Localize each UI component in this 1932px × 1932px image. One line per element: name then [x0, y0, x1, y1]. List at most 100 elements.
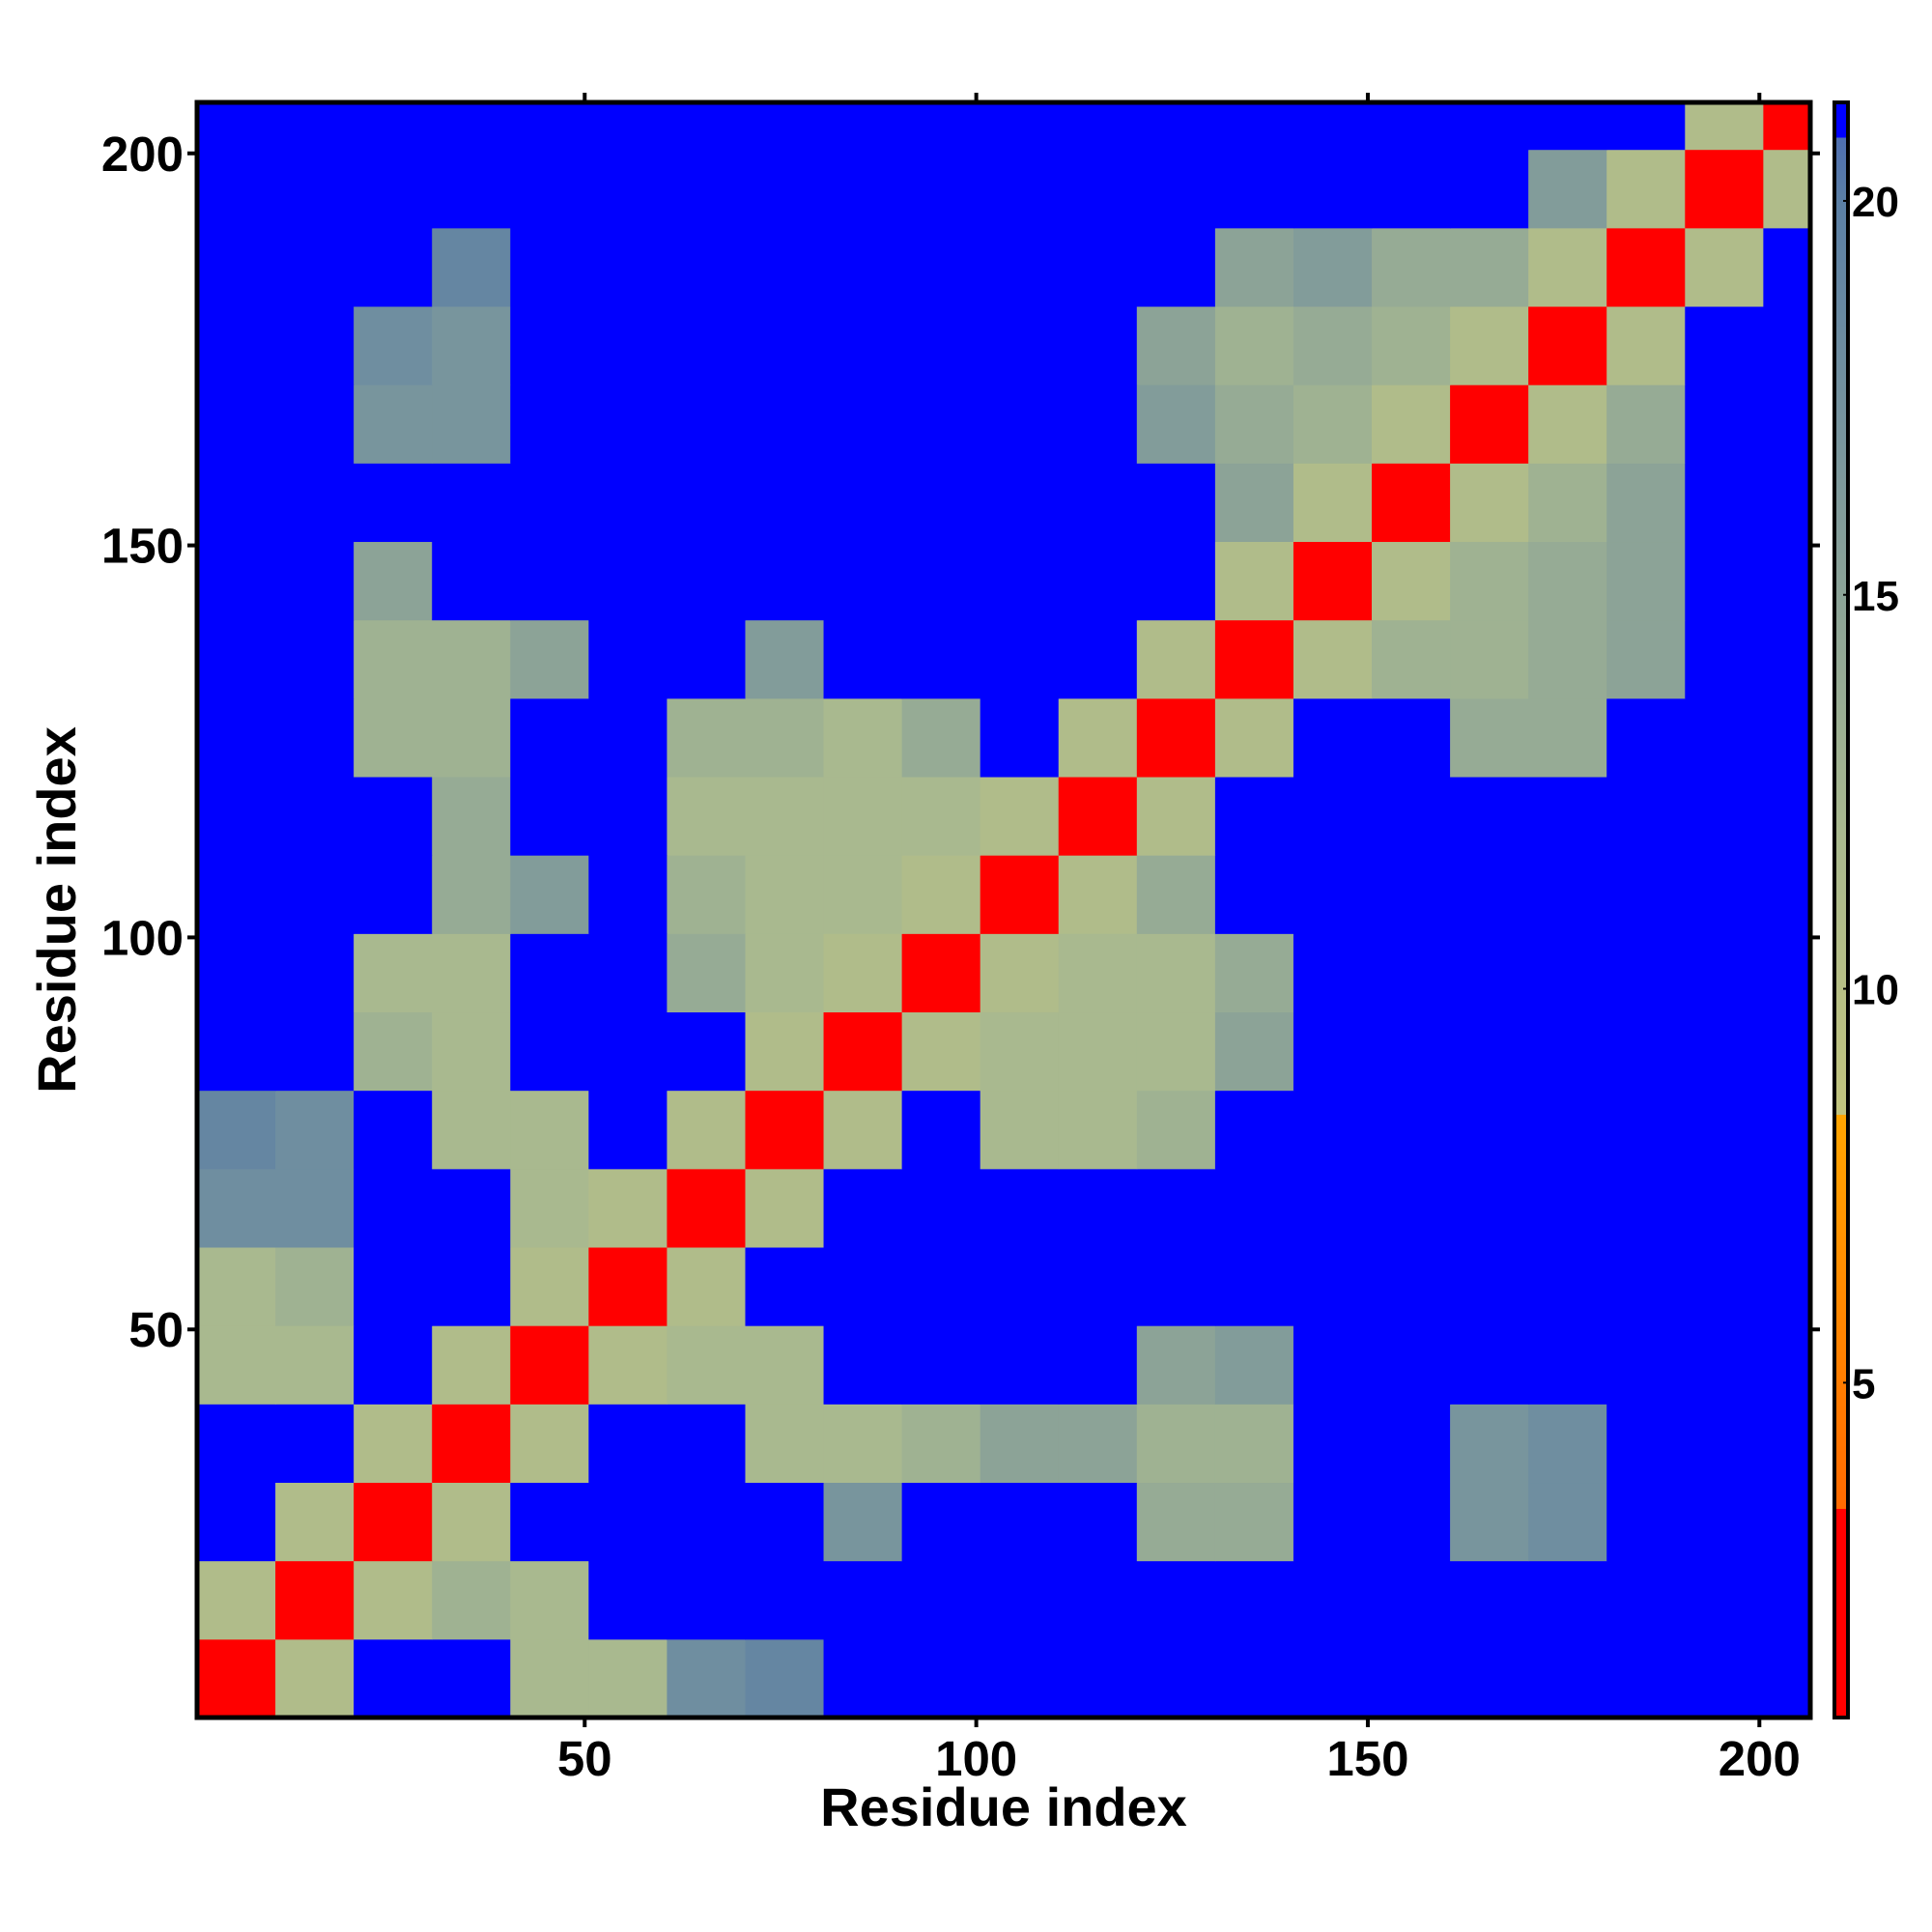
heatmap-cell [510, 306, 589, 385]
heatmap-cell [901, 1560, 981, 1640]
heatmap-cell [354, 227, 433, 307]
heatmap-cell [1685, 1168, 1764, 1248]
heatmap-cell [667, 1168, 746, 1248]
heatmap-cell [1214, 102, 1294, 151]
heatmap-cell [1763, 541, 1810, 621]
heatmap-cell [1372, 306, 1451, 385]
heatmap-cell [275, 1560, 355, 1640]
heatmap-cell [1372, 1090, 1451, 1170]
heatmap-cell [1214, 227, 1294, 307]
heatmap-cell [1293, 1168, 1373, 1248]
heatmap-cell [1214, 933, 1294, 1013]
heatmap-cell [510, 1011, 589, 1092]
heatmap-cell [510, 619, 589, 699]
heatmap-cell [1528, 149, 1607, 229]
heatmap-cell [1763, 463, 1810, 543]
heatmap-cell [588, 102, 668, 151]
heatmap-cell [510, 1404, 589, 1484]
heatmap-cell [901, 619, 981, 699]
heatmap-cell [1293, 777, 1373, 856]
heatmap-cell [1763, 384, 1810, 464]
heatmap-cell [1528, 1090, 1607, 1170]
heatmap-cell [1372, 777, 1451, 856]
heatmap-cell [1214, 1168, 1294, 1248]
heatmap-cell [588, 1404, 668, 1484]
heatmap-cell [197, 102, 276, 151]
heatmap-cell [667, 463, 746, 543]
heatmap-cell [1214, 1560, 1294, 1640]
heatmap-cell [197, 697, 276, 778]
heatmap-cell [275, 697, 355, 778]
heatmap-cell [1293, 697, 1373, 778]
heatmap-cell [354, 463, 433, 543]
heatmap-cell [667, 1325, 746, 1405]
heatmap-cell [823, 1168, 903, 1248]
heatmap-cell [1606, 619, 1686, 699]
heatmap-cell [1136, 1404, 1216, 1484]
heatmap-cell [823, 777, 903, 856]
heatmap-cell [1685, 619, 1764, 699]
heatmap-cell [823, 1482, 903, 1562]
heatmap-cell [1528, 777, 1607, 856]
heatmap-cell [197, 619, 276, 699]
colorbar [1833, 100, 1850, 1719]
heatmap-cell [901, 463, 981, 543]
heatmap-cell [823, 306, 903, 385]
heatmap-cell [275, 1638, 355, 1718]
heatmap-cell [1606, 777, 1686, 856]
heatmap-cell [1685, 1247, 1764, 1326]
heatmap-cell [823, 1638, 903, 1718]
heatmap-cell [1058, 149, 1138, 229]
heatmap-cell [745, 384, 825, 464]
heatmap-cell [1136, 227, 1216, 307]
heatmap-cell [1136, 1560, 1216, 1640]
heatmap-cell [588, 463, 668, 543]
heatmap-cell [588, 933, 668, 1013]
heatmap-cell [1450, 933, 1529, 1013]
heatmap-cell [1450, 384, 1529, 464]
heatmap-cell [1606, 384, 1686, 464]
heatmap-cell [980, 1168, 1060, 1248]
heatmap-cell [1214, 1247, 1294, 1326]
heatmap-cell [745, 1638, 825, 1718]
heatmap-cell [823, 697, 903, 778]
heatmap-cell [1450, 1560, 1529, 1640]
heatmap-cell [667, 1090, 746, 1170]
heatmap-cell [1293, 933, 1373, 1013]
heatmap-cell [354, 384, 433, 464]
heatmap-cell [432, 777, 511, 856]
heatmap-cell [1685, 777, 1764, 856]
heatmap-cell [275, 149, 355, 229]
heatmap-cell [1606, 1011, 1686, 1092]
heatmap-cell [1058, 933, 1138, 1013]
heatmap-cell [1058, 855, 1138, 934]
heatmap-cell [980, 1560, 1060, 1640]
heatmap-cell [745, 306, 825, 385]
heatmap-cell [1058, 1482, 1138, 1562]
heatmap-cell [1058, 697, 1138, 778]
heatmap-cell [354, 102, 433, 151]
heatmap-cell [432, 149, 511, 229]
heatmap-cell [510, 384, 589, 464]
heatmap-cell [1136, 619, 1216, 699]
heatmap-cell [1372, 463, 1451, 543]
heatmap-cell [510, 933, 589, 1013]
heatmap-cell [510, 1638, 589, 1718]
heatmap-cell [901, 306, 981, 385]
heatmap-cell [510, 463, 589, 543]
heatmap-cell [432, 1325, 511, 1405]
heatmap-cell [1214, 1011, 1294, 1092]
heatmap-cell [1372, 1168, 1451, 1248]
heatmap-cell [1685, 227, 1764, 307]
heatmap-cell [1685, 1404, 1764, 1484]
heatmap-cell [901, 1325, 981, 1405]
heatmap-cell [667, 855, 746, 934]
heatmap-cell [432, 1560, 511, 1640]
heatmap-cell [588, 1638, 668, 1718]
y-tick-label: 200 [101, 127, 184, 182]
heatmap-cell [1293, 384, 1373, 464]
heatmap-cell [1685, 1090, 1764, 1170]
heatmap-cell [1528, 541, 1607, 621]
heatmap-cell [745, 102, 825, 151]
heatmap-cell [1606, 1638, 1686, 1718]
